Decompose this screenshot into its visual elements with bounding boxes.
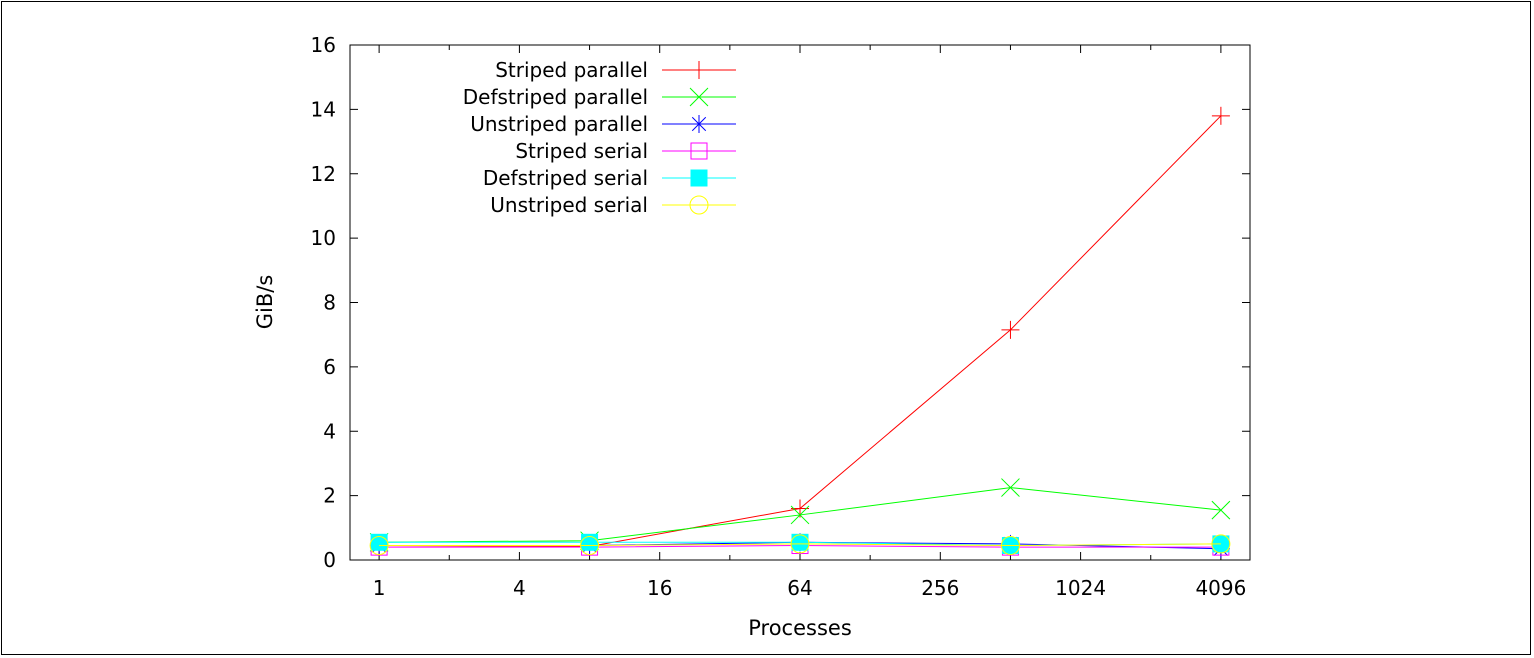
x-tick-label: 1 — [373, 576, 386, 600]
legend-entry: Striped serial — [515, 139, 736, 163]
y-tick-label: 10 — [311, 226, 336, 250]
legend-marker — [690, 169, 708, 187]
filled-square-marker — [690, 169, 708, 187]
data-point — [1001, 320, 1020, 339]
x-tick-label: 1024 — [1055, 576, 1106, 600]
x-axis-label: Processes — [748, 616, 852, 640]
x-tick-labels: 1 4 16 64 256 1024 4096 — [373, 576, 1247, 600]
data-point — [580, 536, 600, 556]
x-tick-label: 4 — [513, 576, 526, 600]
data-point — [791, 533, 809, 551]
cross-marker — [689, 87, 709, 107]
x-tick-label: 16 — [647, 576, 672, 600]
cross-marker — [1001, 478, 1020, 497]
y-tick-label: 16 — [311, 33, 336, 57]
legend-entry: Defstriped serial — [483, 166, 736, 190]
cross-marker — [790, 505, 810, 525]
series-5 — [369, 534, 1231, 556]
y-tick-label: 0 — [323, 548, 336, 572]
legend-label: Unstriped parallel — [470, 112, 648, 136]
legend-marker — [690, 115, 708, 133]
data-point — [369, 536, 389, 556]
legend-marker — [690, 61, 708, 79]
legend-entry: Unstriped serial — [490, 193, 736, 217]
data-point — [1211, 500, 1231, 520]
filled-square-marker — [791, 533, 809, 551]
open-circle-marker — [689, 195, 709, 215]
x-tick-label: 256 — [921, 576, 959, 600]
legend-entry: Defstriped parallel — [463, 85, 736, 109]
data-point — [1001, 478, 1020, 497]
open-circle-marker — [1000, 536, 1020, 556]
y-tick-label: 12 — [311, 162, 336, 186]
y-tick-labels: 0 2 4 6 8 10 12 14 16 — [311, 33, 336, 572]
legend-label: Striped serial — [515, 139, 648, 163]
legend-label: Defstriped parallel — [463, 85, 648, 109]
legend-marker — [689, 195, 709, 215]
x-tick-label: 64 — [787, 576, 812, 600]
y-axis-label: GiB/s — [253, 275, 277, 330]
open-circle-marker — [1211, 534, 1231, 554]
y-tick-label: 14 — [311, 97, 336, 121]
data-point — [1211, 106, 1230, 125]
series-group — [369, 106, 1231, 558]
legend-entry: Unstriped parallel — [470, 112, 736, 136]
open-circle-marker — [790, 534, 810, 554]
x-tick-label: 4096 — [1195, 576, 1246, 600]
legend-label: Unstriped serial — [490, 193, 648, 217]
y-tick-label: 8 — [323, 291, 336, 315]
legend-entry: Striped parallel — [495, 58, 736, 82]
y-tick-label: 4 — [323, 419, 336, 443]
y-tick-label: 2 — [323, 484, 336, 508]
asterisk-marker — [691, 116, 707, 132]
cross-marker — [1211, 500, 1231, 520]
open-circle-marker — [580, 536, 600, 556]
series-line — [379, 543, 1221, 547]
legend: Striped parallel Defstriped parallel Unstr… — [463, 58, 736, 217]
legend-label: Striped parallel — [495, 58, 648, 82]
open-square-marker — [690, 142, 708, 160]
data-point — [790, 505, 810, 525]
data-point — [790, 534, 810, 554]
y-tick-label: 6 — [323, 355, 336, 379]
open-circle-marker — [369, 536, 389, 556]
legend-marker — [689, 87, 709, 107]
data-point — [1211, 534, 1231, 554]
legend-label: Defstriped serial — [483, 166, 648, 190]
legend-marker — [690, 142, 708, 160]
data-point — [1000, 536, 1020, 556]
